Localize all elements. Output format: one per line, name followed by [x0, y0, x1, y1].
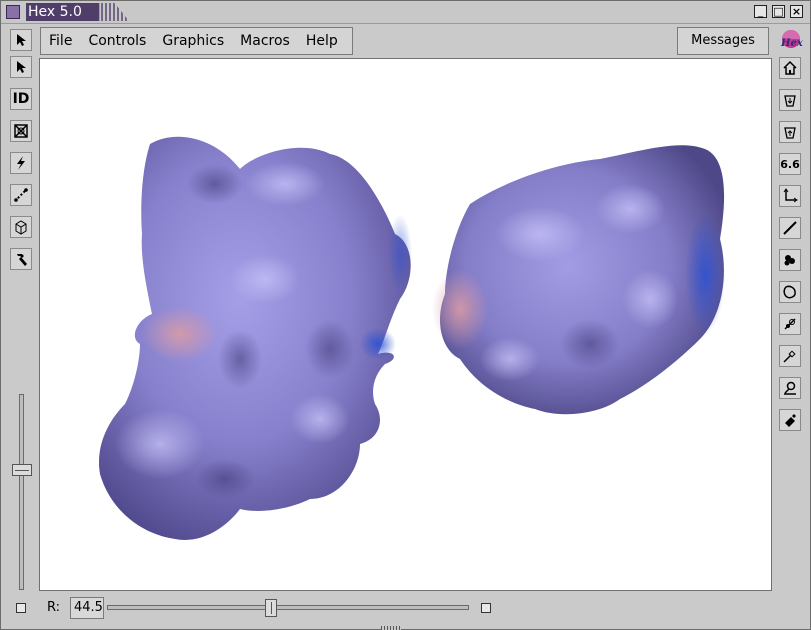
diagonal-line-icon[interactable] — [779, 217, 801, 239]
select-arrow-icon[interactable] — [10, 29, 32, 51]
title-dither — [97, 3, 129, 21]
pointer-arrow-icon[interactable] — [10, 56, 32, 78]
maximize-button[interactable]: □ — [772, 5, 785, 18]
left-toggle-checkbox[interactable] — [16, 603, 26, 613]
menu-file[interactable]: File — [49, 33, 73, 49]
molecule-scene — [99, 136, 725, 540]
left-vertical-slider[interactable] — [11, 394, 33, 590]
right-protein-surface — [432, 145, 725, 415]
close-button[interactable]: × — [790, 5, 803, 18]
box-3d-icon[interactable] — [10, 216, 32, 238]
bucket-up-icon[interactable] — [779, 121, 801, 143]
r-slider[interactable] — [107, 599, 469, 617]
menu-help[interactable]: Help — [305, 33, 338, 49]
id-icon[interactable]: ID — [10, 88, 32, 110]
r-value-field[interactable]: 44.5 — [70, 597, 104, 619]
value-icon[interactable]: 6.6 — [779, 153, 801, 175]
menubar: File Controls Graphics Macros Help — [40, 27, 353, 55]
left-protein-surface — [99, 136, 412, 540]
title-bar[interactable]: Hex 5.0 _ □ × — [1, 1, 810, 24]
pin-icon[interactable] — [779, 377, 801, 399]
resize-grip[interactable] — [381, 626, 401, 630]
window-menu-icon[interactable] — [6, 5, 20, 19]
hex-logo-label: Hex — [781, 38, 803, 49]
outline-icon[interactable] — [779, 281, 801, 303]
menu-macros[interactable]: Macros — [240, 33, 290, 49]
cross-box-icon[interactable] — [10, 120, 32, 142]
hex-logo-icon[interactable]: Hex — [779, 29, 803, 51]
dotted-line-icon[interactable] — [10, 184, 32, 206]
home-icon[interactable] — [779, 57, 801, 79]
id-icon-label: ID — [12, 91, 30, 107]
menu-graphics[interactable]: Graphics — [162, 33, 225, 49]
r-slider-track — [107, 605, 469, 610]
window-title: Hex 5.0 — [26, 3, 100, 21]
menu-controls[interactable]: Controls — [88, 33, 147, 49]
axis-arrow-icon[interactable] — [779, 185, 801, 207]
r-label: R: — [47, 600, 61, 615]
probe-icon[interactable] — [779, 345, 801, 367]
blobs-icon[interactable] — [779, 249, 801, 271]
left-slider-track — [19, 394, 24, 590]
lightning-icon[interactable] — [10, 152, 32, 174]
dock-icon[interactable] — [779, 313, 801, 335]
messages-button[interactable]: Messages — [677, 27, 769, 55]
eraser-icon[interactable] — [779, 409, 801, 431]
r-slider-thumb[interactable] — [265, 599, 277, 617]
graphics-viewport[interactable] — [39, 58, 772, 591]
bucket-down-icon[interactable] — [779, 89, 801, 111]
value-icon-label: 6.6 — [780, 157, 800, 171]
minimize-button[interactable]: _ — [754, 5, 767, 18]
left-slider-thumb[interactable] — [12, 464, 32, 476]
hammer-icon[interactable] — [10, 248, 32, 270]
right-toggle-checkbox[interactable] — [481, 603, 491, 613]
